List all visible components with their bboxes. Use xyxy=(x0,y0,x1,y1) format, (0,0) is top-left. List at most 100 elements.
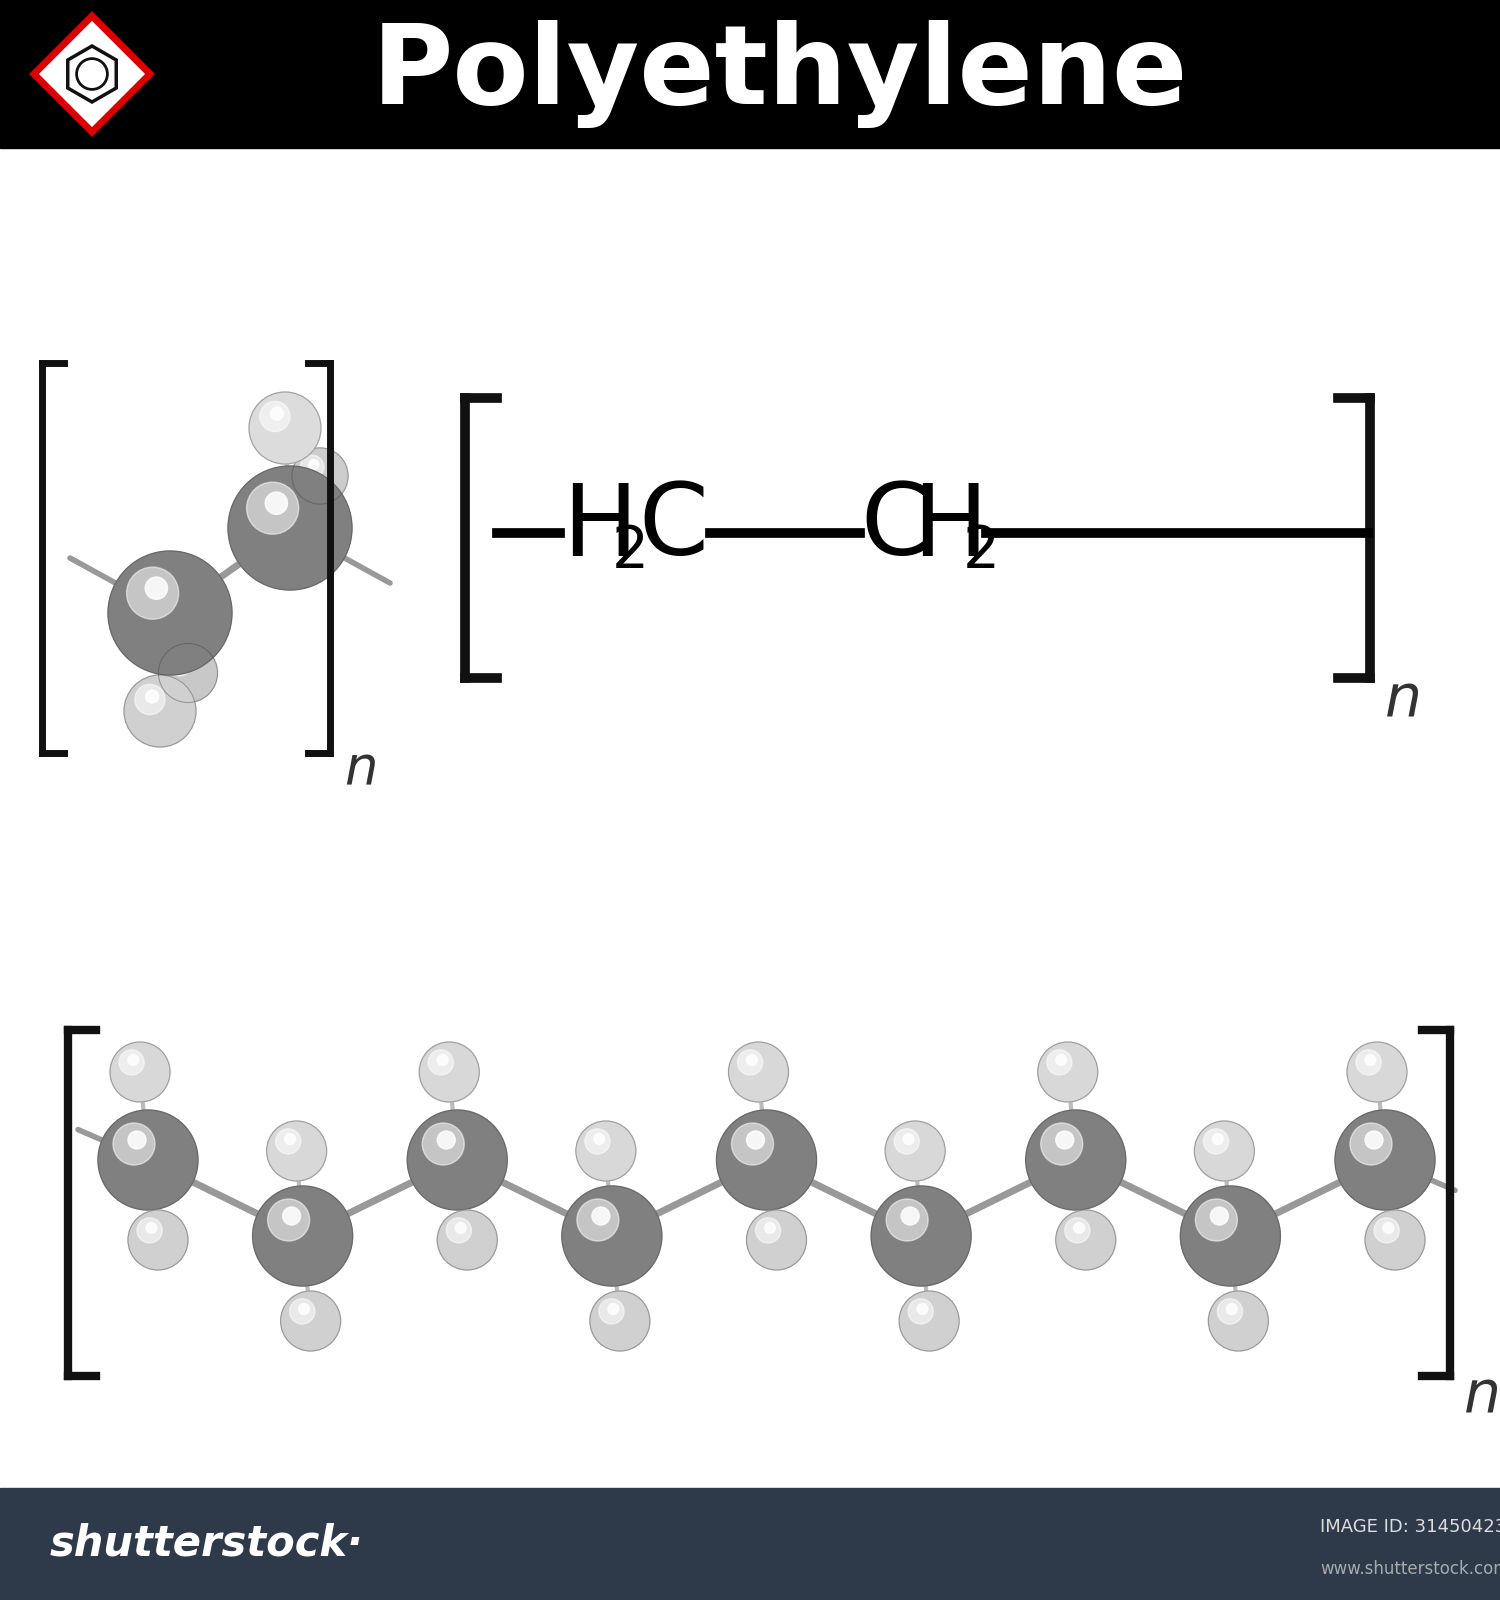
Bar xyxy=(0,0,1500,149)
Circle shape xyxy=(128,1210,188,1270)
Circle shape xyxy=(447,1218,471,1243)
Circle shape xyxy=(266,493,288,514)
Circle shape xyxy=(1365,1054,1376,1066)
Circle shape xyxy=(419,1042,480,1102)
Circle shape xyxy=(1026,1110,1125,1210)
Circle shape xyxy=(1347,1042,1407,1102)
Circle shape xyxy=(717,1110,816,1210)
Circle shape xyxy=(1335,1110,1436,1210)
Circle shape xyxy=(126,566,178,619)
Text: C: C xyxy=(859,480,930,576)
Circle shape xyxy=(159,643,218,702)
Text: n: n xyxy=(1384,670,1422,726)
Circle shape xyxy=(135,685,165,715)
Circle shape xyxy=(290,1299,315,1325)
Circle shape xyxy=(908,1299,933,1325)
Circle shape xyxy=(585,1130,610,1154)
Circle shape xyxy=(1056,1131,1074,1149)
Circle shape xyxy=(898,1291,958,1350)
Circle shape xyxy=(276,1130,302,1154)
Circle shape xyxy=(1365,1210,1425,1270)
Circle shape xyxy=(146,1222,158,1234)
Circle shape xyxy=(438,1054,448,1066)
Circle shape xyxy=(252,1186,352,1286)
Circle shape xyxy=(590,1291,650,1350)
Circle shape xyxy=(1074,1222,1084,1234)
Circle shape xyxy=(1180,1186,1281,1286)
Circle shape xyxy=(732,1123,774,1165)
Polygon shape xyxy=(34,16,150,133)
Circle shape xyxy=(98,1110,198,1210)
Circle shape xyxy=(1365,1131,1383,1149)
Circle shape xyxy=(608,1304,618,1315)
Circle shape xyxy=(285,1133,296,1144)
Circle shape xyxy=(406,1110,507,1210)
Circle shape xyxy=(423,1123,465,1165)
Circle shape xyxy=(112,1123,154,1165)
Circle shape xyxy=(309,459,320,470)
Text: 2: 2 xyxy=(963,523,1000,579)
Circle shape xyxy=(1356,1050,1382,1075)
Circle shape xyxy=(1065,1218,1090,1243)
Circle shape xyxy=(1209,1291,1269,1350)
Circle shape xyxy=(176,656,188,667)
Circle shape xyxy=(1374,1218,1400,1243)
Text: H: H xyxy=(562,480,638,576)
Circle shape xyxy=(438,1210,497,1270)
Circle shape xyxy=(738,1050,762,1075)
Circle shape xyxy=(128,1131,146,1149)
Circle shape xyxy=(110,1042,170,1102)
Circle shape xyxy=(228,466,352,590)
Circle shape xyxy=(576,1122,636,1181)
Circle shape xyxy=(886,1198,928,1242)
Circle shape xyxy=(1194,1122,1254,1181)
Circle shape xyxy=(594,1133,604,1144)
Circle shape xyxy=(1350,1123,1392,1165)
Text: n: n xyxy=(1464,1366,1500,1422)
Text: C: C xyxy=(638,480,708,576)
Circle shape xyxy=(592,1206,610,1226)
Circle shape xyxy=(871,1186,970,1286)
Circle shape xyxy=(298,1304,309,1315)
Circle shape xyxy=(1218,1299,1242,1325)
Circle shape xyxy=(168,651,192,675)
Circle shape xyxy=(246,482,298,534)
Circle shape xyxy=(118,1050,144,1075)
Circle shape xyxy=(292,448,348,504)
Circle shape xyxy=(1203,1130,1228,1154)
Circle shape xyxy=(578,1198,620,1242)
Circle shape xyxy=(1047,1050,1072,1075)
Circle shape xyxy=(756,1218,780,1243)
Text: IMAGE ID: 314504234: IMAGE ID: 314504234 xyxy=(1320,1518,1500,1536)
Circle shape xyxy=(146,578,168,600)
Circle shape xyxy=(270,406,284,421)
Circle shape xyxy=(1227,1304,1238,1315)
Circle shape xyxy=(747,1131,765,1149)
Circle shape xyxy=(267,1198,309,1242)
Circle shape xyxy=(1383,1222,1394,1234)
Circle shape xyxy=(747,1054,758,1066)
Circle shape xyxy=(1212,1133,1222,1144)
Circle shape xyxy=(136,1218,162,1243)
Circle shape xyxy=(562,1186,662,1286)
Circle shape xyxy=(903,1133,914,1144)
Circle shape xyxy=(1196,1198,1237,1242)
Text: 2: 2 xyxy=(612,523,650,579)
Text: shutterstock·: shutterstock· xyxy=(50,1523,364,1565)
Circle shape xyxy=(124,675,196,747)
Circle shape xyxy=(902,1206,920,1226)
Circle shape xyxy=(146,690,159,702)
Text: H: H xyxy=(912,480,987,576)
Circle shape xyxy=(765,1222,776,1234)
Circle shape xyxy=(260,402,290,432)
Text: Polyethylene: Polyethylene xyxy=(372,19,1188,128)
Circle shape xyxy=(598,1299,624,1325)
Circle shape xyxy=(747,1210,807,1270)
Circle shape xyxy=(280,1291,340,1350)
Circle shape xyxy=(456,1222,466,1234)
Circle shape xyxy=(1056,1054,1066,1066)
Circle shape xyxy=(108,550,232,675)
Circle shape xyxy=(729,1042,789,1102)
Circle shape xyxy=(128,1054,140,1066)
Circle shape xyxy=(429,1050,453,1075)
